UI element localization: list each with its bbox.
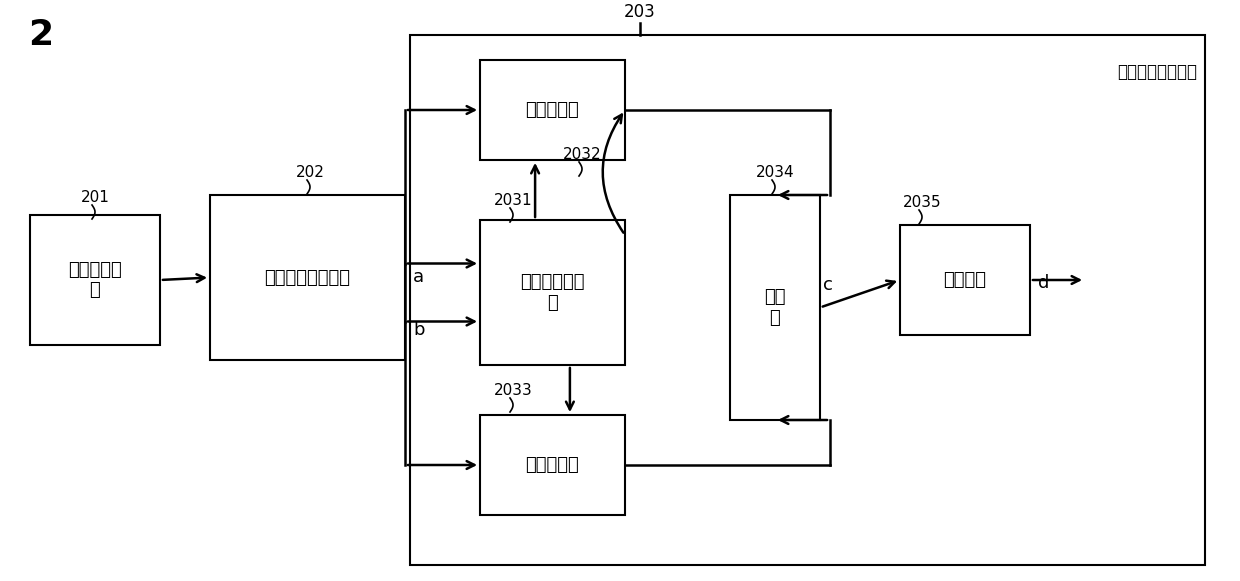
Text: b: b [413,321,424,339]
Bar [30,215,160,345]
Text: 2035: 2035 [903,195,941,210]
Bar [210,195,405,360]
Text: 正交幅度控制单元: 正交幅度控制单元 [264,268,351,286]
Text: 202: 202 [295,165,325,180]
Text: 输出单元: 输出单元 [944,271,987,289]
Text: d: d [1038,274,1049,292]
Text: 2034: 2034 [755,165,795,180]
Text: c: c [823,276,833,294]
Text: 第一乘法器: 第一乘法器 [526,101,579,119]
Text: 2: 2 [29,18,53,52]
Text: 2033: 2033 [494,383,532,398]
Bar [730,195,820,420]
Text: 加法
器: 加法 器 [764,288,786,327]
Text: 2031: 2031 [494,193,532,208]
Text: a: a [413,268,424,286]
Bar [480,415,625,515]
Text: 203: 203 [624,3,656,21]
Bar [480,60,625,160]
Bar [900,225,1030,335]
Text: 201: 201 [81,190,109,205]
Text: 数字控制振荡
器: 数字控制振荡 器 [521,273,585,312]
Text: 正交幅度调制单元: 正交幅度调制单元 [1117,63,1197,81]
Text: 2032: 2032 [563,147,601,162]
Bar [410,35,1205,565]
Text: 系统控制单
元: 系统控制单 元 [68,261,122,299]
Bar [480,220,625,365]
Text: 第二乘法器: 第二乘法器 [526,456,579,474]
FancyArrowPatch shape [603,114,624,233]
